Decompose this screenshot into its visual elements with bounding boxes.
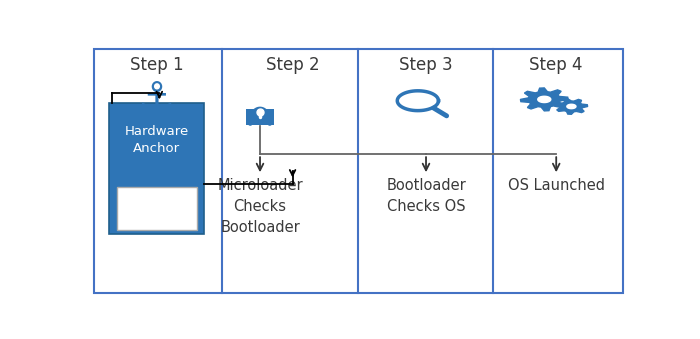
- Text: Hardware
Anchor: Hardware Anchor: [125, 125, 189, 155]
- Polygon shape: [556, 99, 588, 114]
- Bar: [246, 108, 274, 125]
- Text: Step 1: Step 1: [130, 57, 184, 75]
- Bar: [117, 187, 197, 230]
- Text: ⚓: ⚓: [139, 78, 176, 120]
- Text: Microloader
Checks
Bootloader: Microloader Checks Bootloader: [217, 178, 303, 235]
- Polygon shape: [538, 96, 551, 102]
- Text: OS Launched: OS Launched: [508, 178, 605, 193]
- Polygon shape: [520, 88, 568, 111]
- Text: Step 4: Step 4: [529, 57, 583, 75]
- Text: Step 3: Step 3: [399, 57, 453, 75]
- Text: Bootloader
Checks OS: Bootloader Checks OS: [386, 178, 466, 214]
- Text: Step 2: Step 2: [266, 57, 319, 75]
- Bar: [109, 103, 204, 234]
- Polygon shape: [567, 104, 576, 109]
